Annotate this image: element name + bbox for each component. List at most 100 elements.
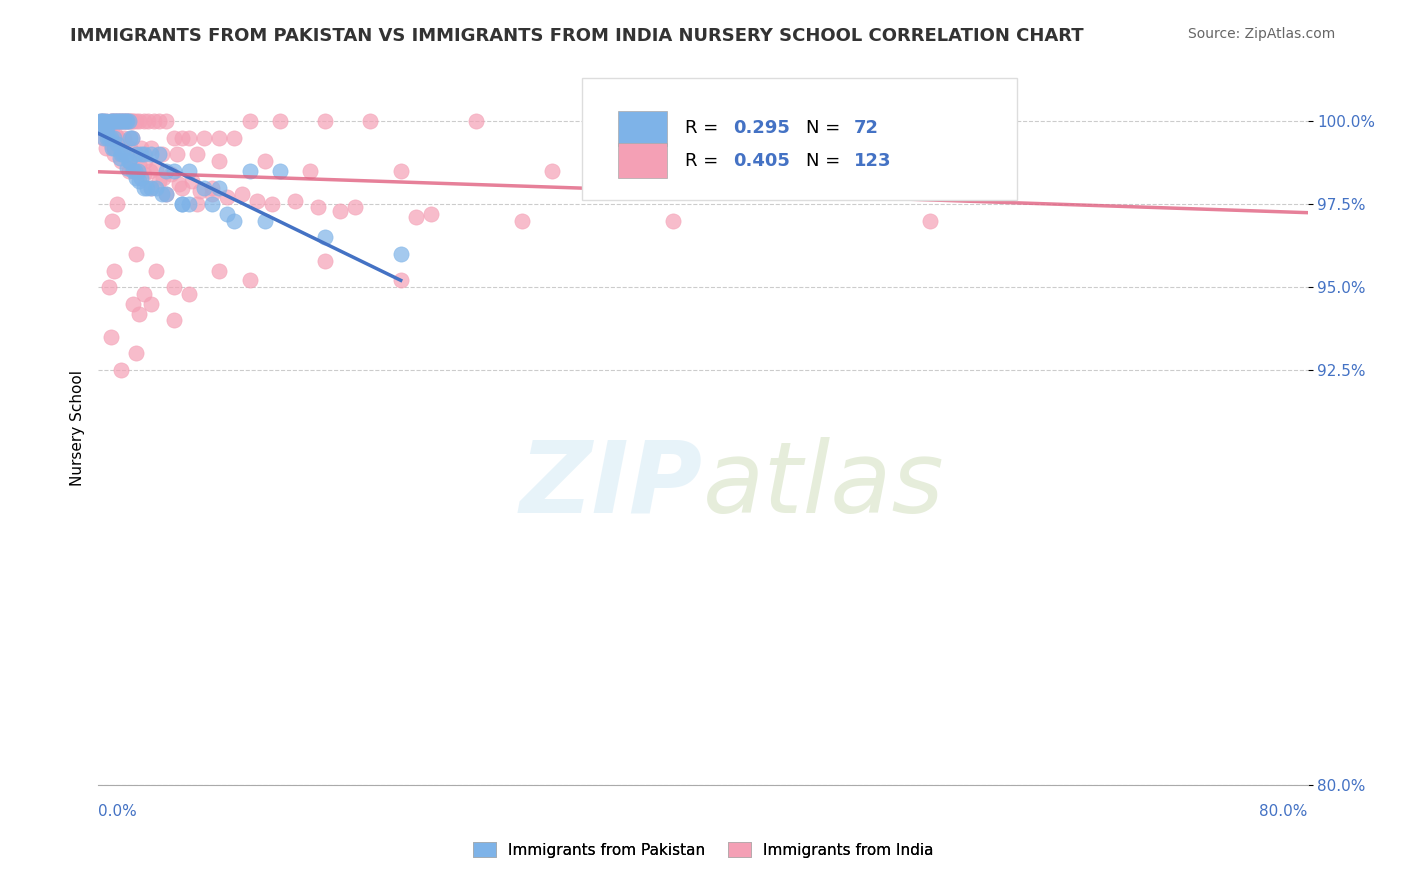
Point <box>103 141 125 155</box>
Point <box>101 114 124 128</box>
Point <box>91 114 114 128</box>
Point <box>299 164 322 178</box>
Point <box>91 114 114 128</box>
Point <box>101 141 124 155</box>
Point <box>193 180 215 194</box>
Point <box>114 147 136 161</box>
Point <box>118 153 141 168</box>
Point <box>118 151 141 165</box>
Point <box>314 253 336 268</box>
Point <box>110 363 132 377</box>
Point <box>98 120 121 135</box>
Legend: Immigrants from Pakistan, Immigrants from India: Immigrants from Pakistan, Immigrants fro… <box>467 836 939 863</box>
Point <box>127 164 149 178</box>
Point <box>163 280 186 294</box>
Point <box>107 130 129 145</box>
Point <box>188 184 211 198</box>
Point <box>155 187 177 202</box>
Text: IMMIGRANTS FROM PAKISTAN VS IMMIGRANTS FROM INDIA NURSERY SCHOOL CORRELATION CHA: IMMIGRANTS FROM PAKISTAN VS IMMIGRANTS F… <box>70 27 1084 45</box>
Point <box>692 164 714 178</box>
Point <box>389 164 412 178</box>
Point <box>152 170 174 185</box>
Point <box>329 203 352 218</box>
Point <box>360 114 382 128</box>
Point <box>110 147 132 161</box>
Point <box>93 120 115 135</box>
Point <box>128 174 150 188</box>
Point <box>201 187 224 202</box>
Point <box>120 141 142 155</box>
Point <box>208 180 231 194</box>
Point <box>122 114 145 128</box>
Point <box>150 187 173 202</box>
Point <box>163 313 186 327</box>
Point <box>118 153 141 168</box>
Point <box>103 263 125 277</box>
Point <box>129 147 152 161</box>
Text: R =: R = <box>685 152 724 169</box>
Point <box>101 120 124 135</box>
Point <box>101 213 124 227</box>
Point <box>132 167 155 181</box>
Point <box>307 201 329 215</box>
Point <box>136 114 159 128</box>
Point <box>134 153 156 168</box>
Point <box>121 161 143 175</box>
Point <box>215 190 238 204</box>
Point <box>129 170 152 185</box>
Point <box>93 120 115 135</box>
Point <box>239 114 262 128</box>
Point <box>103 114 125 128</box>
Point <box>111 114 134 128</box>
Point <box>186 147 208 161</box>
Point <box>100 137 122 152</box>
Point <box>420 207 443 221</box>
Point <box>100 114 122 128</box>
Point <box>148 147 170 161</box>
Point <box>181 174 204 188</box>
Point <box>239 164 262 178</box>
Text: ZIP: ZIP <box>520 437 703 533</box>
Point <box>170 197 193 211</box>
Point <box>104 128 127 142</box>
Point <box>269 164 291 178</box>
FancyBboxPatch shape <box>619 143 666 178</box>
Point <box>132 286 155 301</box>
Point <box>112 114 135 128</box>
Point <box>94 141 117 155</box>
Text: 0.0%: 0.0% <box>98 805 138 819</box>
Point <box>121 114 143 128</box>
Point <box>110 114 132 128</box>
Point <box>115 114 138 128</box>
Point <box>129 141 152 155</box>
Point <box>100 114 122 128</box>
Point <box>105 114 128 128</box>
Point <box>122 296 145 310</box>
Point <box>201 197 224 211</box>
Point <box>224 130 246 145</box>
Point <box>160 167 183 181</box>
FancyBboxPatch shape <box>582 78 1018 200</box>
Point <box>105 137 128 152</box>
Point <box>90 114 112 128</box>
Point <box>111 134 134 148</box>
Point <box>405 211 427 225</box>
Point <box>105 114 128 128</box>
Point <box>96 120 118 135</box>
Point <box>246 194 269 208</box>
Point <box>105 197 128 211</box>
Point <box>141 147 163 161</box>
Point <box>510 213 533 227</box>
Point <box>125 247 148 261</box>
Point <box>94 114 117 128</box>
Point <box>262 197 284 211</box>
Point <box>155 164 177 178</box>
Point <box>100 330 122 344</box>
Point <box>201 180 224 194</box>
Point <box>314 114 336 128</box>
Point <box>107 114 129 128</box>
Point <box>193 130 215 145</box>
Point <box>128 157 150 171</box>
Point <box>118 114 141 128</box>
Point <box>179 197 201 211</box>
